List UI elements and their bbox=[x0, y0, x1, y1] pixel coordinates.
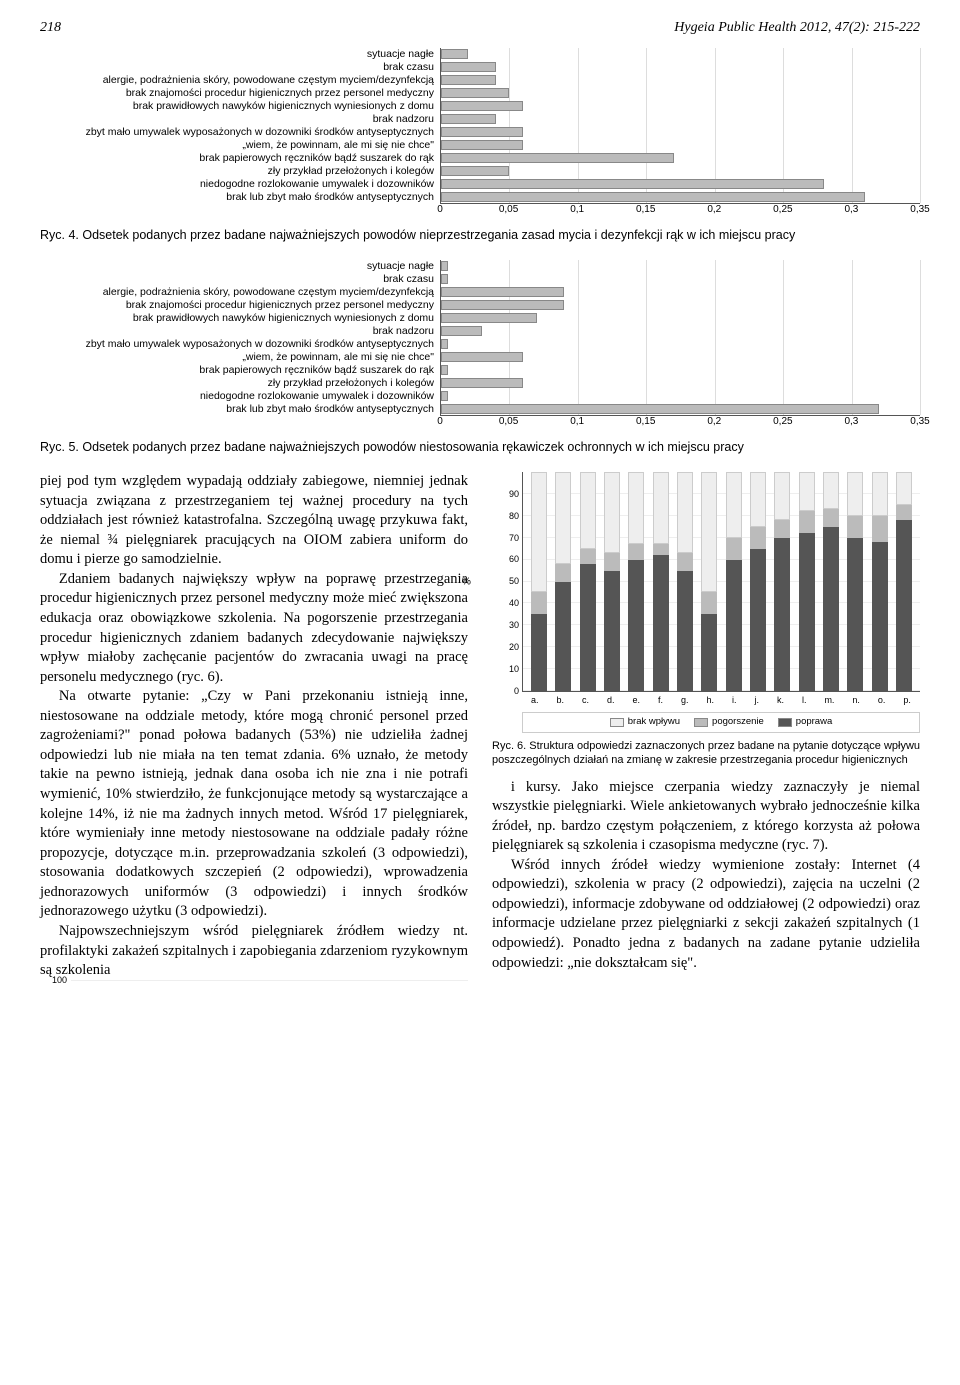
figure-6: % 0102030405060708090100 a.b.c.d.e.f.g.h… bbox=[492, 472, 920, 768]
para-4: Najpowszechniejszym wśród pielęgniarek ź… bbox=[40, 922, 468, 981]
chart6-ylabel: % bbox=[462, 575, 471, 589]
chart5-area bbox=[440, 260, 920, 416]
para-6: Wśród innych źródeł wiedzy wymienione zo… bbox=[492, 856, 920, 973]
figure-5: sytuacje nagłebrak czasualergie, podrażn… bbox=[40, 260, 920, 430]
para-1: piej pod tym względem wypadają oddziały … bbox=[40, 472, 468, 570]
figure-5-caption: Ryc. 5. Odsetek podanych przez badane na… bbox=[40, 440, 920, 454]
chart6-legend: brak wpływupogorszeniepoprawa bbox=[522, 712, 920, 733]
chart4-area bbox=[440, 48, 920, 204]
para-3: Na otwarte pytanie: „Czy w Pani przekona… bbox=[40, 687, 468, 922]
para-2: Zdaniem badanych największy wpływ na pop… bbox=[40, 570, 468, 687]
chart6-bars bbox=[523, 472, 920, 691]
chart4-xaxis: 00,050,10,150,20,250,30,35 bbox=[440, 204, 920, 218]
chart6-area: 0102030405060708090100 bbox=[522, 472, 920, 692]
figure-4-caption: Ryc. 4. Odsetek podanych przez badane na… bbox=[40, 228, 920, 242]
body-text: piej pod tym względem wypadają oddziały … bbox=[40, 472, 920, 981]
journal-title: Hygeia Public Health 2012, 47(2): 215-22… bbox=[674, 20, 920, 36]
page-header: 218 Hygeia Public Health 2012, 47(2): 21… bbox=[40, 20, 920, 36]
chart5-labels: sytuacje nagłebrak czasualergie, podrażn… bbox=[40, 260, 440, 416]
chart5-xaxis: 00,050,10,150,20,250,30,35 bbox=[440, 416, 920, 430]
para-5: i kursy. Jako miejsce czerpania wiedzy z… bbox=[492, 778, 920, 856]
chart6-categories: a.b.c.d.e.f.g.h.i.j.k.l.m.n.o.p. bbox=[522, 694, 920, 706]
figure-4: sytuacje nagłebrak czasualergie, podrażn… bbox=[40, 48, 920, 218]
figure-6-caption: Ryc. 6. Struktura odpowiedzi zaznaczonyc… bbox=[492, 739, 920, 768]
page-number: 218 bbox=[40, 20, 61, 36]
chart6-yaxis: 0102030405060708090100 bbox=[495, 472, 519, 691]
chart4-labels: sytuacje nagłebrak czasualergie, podrażn… bbox=[40, 48, 440, 204]
